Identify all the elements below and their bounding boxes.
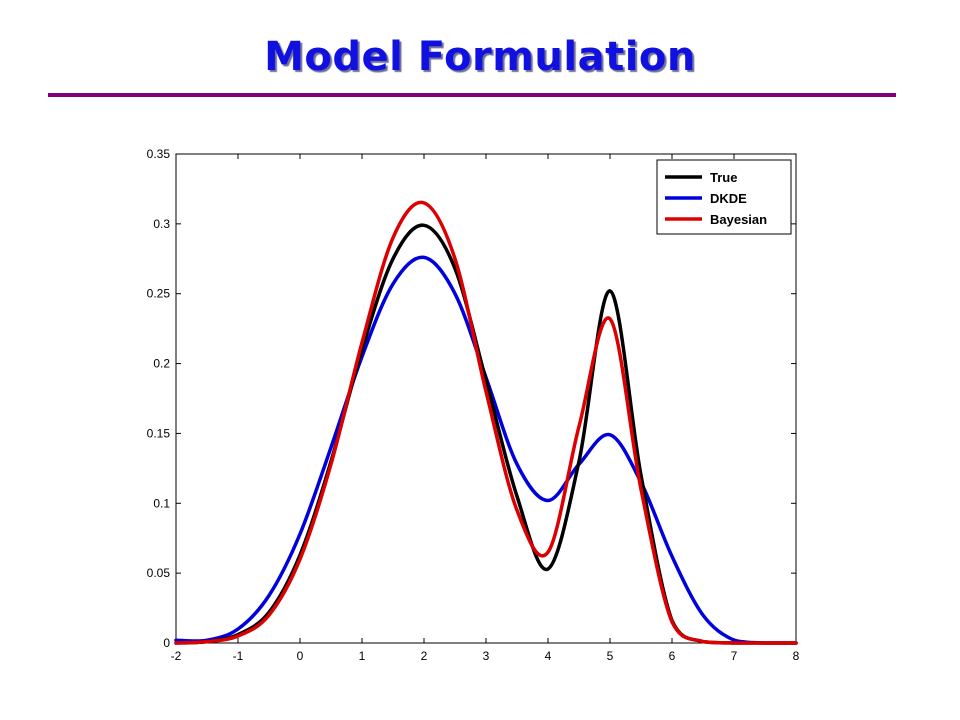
y-tick-label: 0.15 [147,426,171,440]
y-tick-label: 0.35 [147,147,171,161]
x-tick-label: 3 [483,649,490,663]
legend-label-bayesian: Bayesian [710,212,767,227]
y-tick-label: 0.2 [153,357,170,371]
x-tick-label: 0 [297,649,304,663]
y-tick-label: 0.05 [147,566,171,580]
legend-label-true: True [710,170,737,185]
y-tick-label: 0.1 [153,496,170,510]
x-tick-label: 1 [359,649,366,663]
x-tick-label: 8 [793,649,800,663]
y-tick-label: 0.25 [147,287,171,301]
x-tick-label: 2 [421,649,428,663]
x-tick-label: 6 [669,649,676,663]
x-tick-label: 5 [607,649,614,663]
legend-label-dkde: DKDE [710,191,747,206]
x-tick-label: 4 [545,649,552,663]
y-tick-label: 0.3 [153,217,170,231]
x-tick-label: 7 [731,649,738,663]
x-tick-label: -2 [171,649,182,663]
slide-title: Model Formulation [264,34,696,80]
y-tick-label: 0 [163,636,170,650]
title-divider [48,93,896,97]
x-tick-label: -1 [233,649,244,663]
series-line-bayesian [174,200,798,645]
